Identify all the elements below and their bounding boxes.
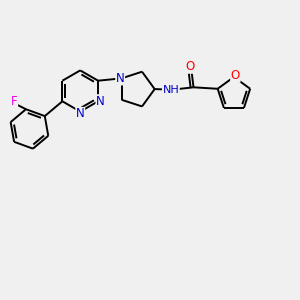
Text: O: O bbox=[185, 60, 194, 73]
Text: O: O bbox=[231, 69, 240, 82]
Text: N: N bbox=[96, 95, 105, 108]
Text: NH: NH bbox=[163, 85, 179, 95]
Text: N: N bbox=[76, 107, 85, 121]
Text: F: F bbox=[11, 95, 17, 108]
Text: N: N bbox=[116, 72, 124, 85]
